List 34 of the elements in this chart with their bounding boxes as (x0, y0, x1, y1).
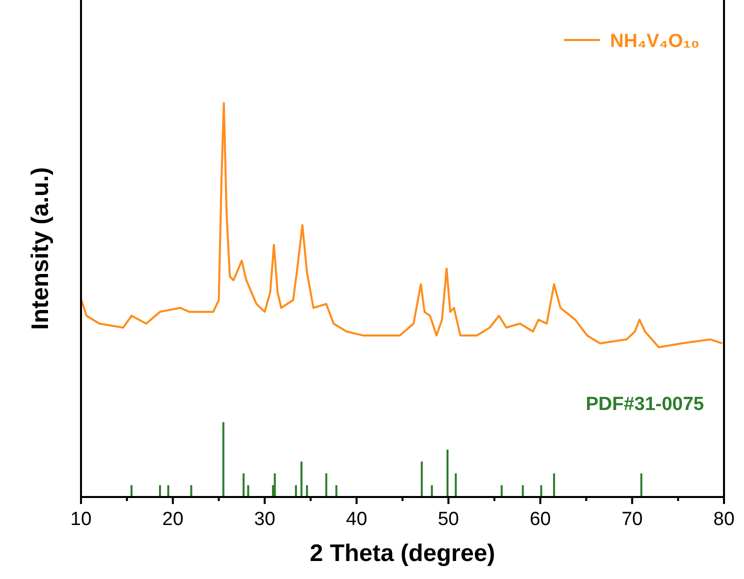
bar (300, 462, 302, 497)
bar (247, 485, 250, 497)
bar (274, 473, 276, 497)
x-tick-label: 70 (622, 509, 643, 530)
bar (522, 485, 524, 497)
x-tick-label: 20 (162, 509, 184, 530)
bar (430, 485, 433, 497)
bar (420, 462, 423, 497)
bar (335, 485, 338, 497)
bar (500, 485, 503, 497)
x-tick-label: 60 (530, 509, 551, 530)
bar (222, 422, 224, 497)
bar (640, 473, 642, 497)
x-tick-label: 30 (254, 509, 276, 530)
legend-label: NH₄V₄O₁₀ (610, 31, 700, 52)
text: PDF#31-0075 (586, 394, 704, 416)
bar (158, 485, 161, 497)
bar (553, 473, 556, 497)
bar (446, 450, 449, 497)
bar (325, 473, 328, 497)
bar (242, 473, 245, 497)
bar (306, 485, 308, 497)
x-tick-label: 80 (713, 509, 735, 530)
x-tick-label: 10 (70, 509, 92, 530)
bar (454, 473, 457, 497)
bar (130, 485, 133, 497)
bar (167, 485, 170, 497)
bar (190, 485, 192, 497)
y-axis-title: Intensity (a.u.) (27, 167, 54, 330)
x-axis-title: 2 Theta (degree) (310, 540, 496, 567)
x-tick-label: 50 (438, 509, 459, 530)
x-tick-label: 40 (346, 509, 368, 530)
bar (294, 485, 297, 497)
bar (540, 485, 542, 497)
